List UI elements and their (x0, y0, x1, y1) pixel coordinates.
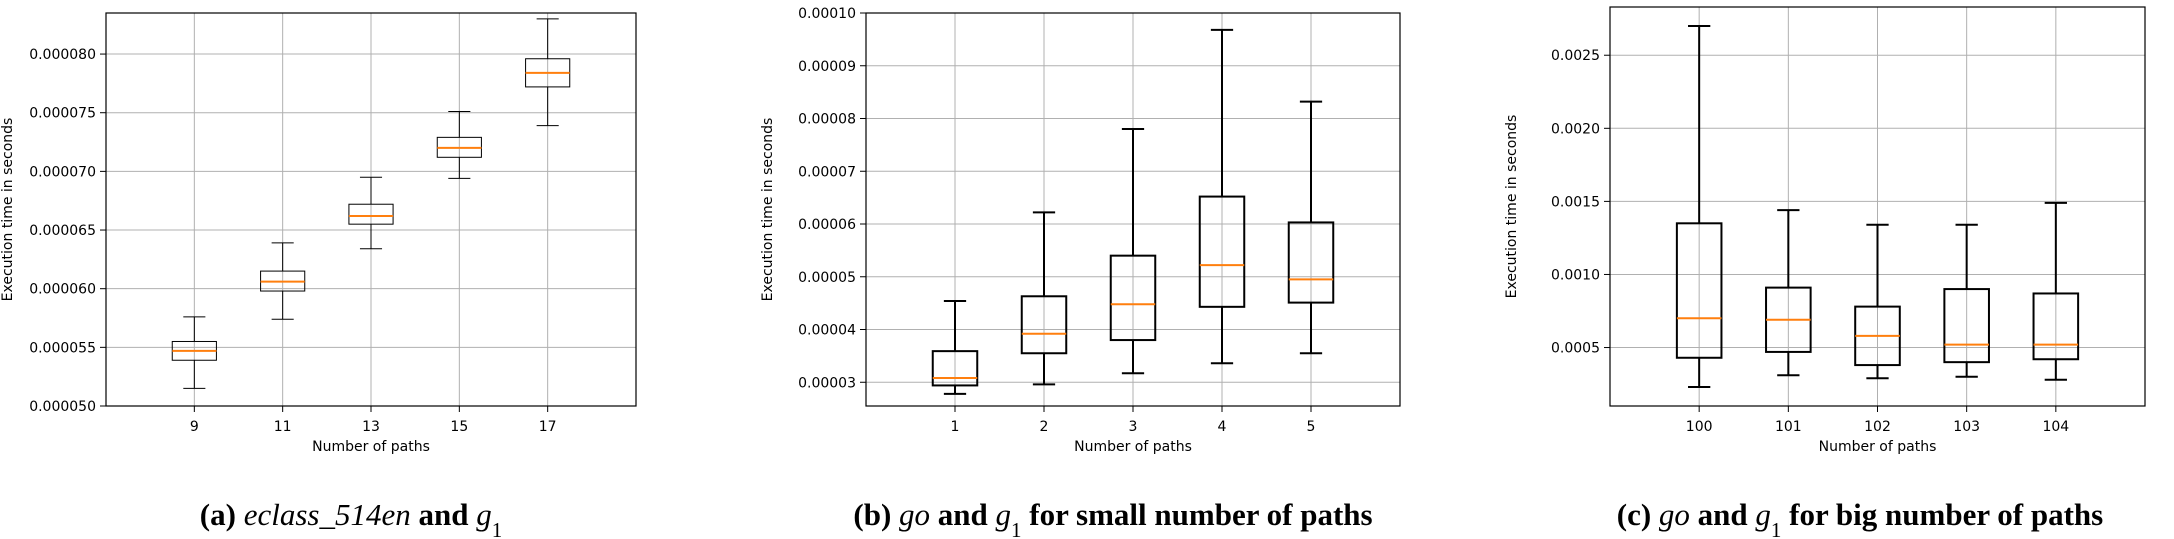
x-tick-label: 3 (1129, 419, 1138, 435)
chart-caption: (a) eclass_514en and g1 (200, 497, 502, 539)
y-tick-label: 0.0015 (1551, 194, 1600, 210)
caption-dataset: go (1659, 497, 1690, 532)
caption-label: (c) (1617, 497, 1659, 532)
iqr-box (348, 203, 394, 225)
chart-panel-3: 0.0005 0.0010 0.0015 0.0020 0.0025 100 101 102 1… (1504, 6, 2146, 539)
y-tick-label: 0.00004 (798, 323, 856, 339)
y-tick-label: 0.0005 (1551, 341, 1600, 357)
y-tick-label: 0.00006 (798, 217, 856, 233)
x-tick-label: 9 (190, 419, 199, 435)
iqr-box (1287, 221, 1335, 304)
box-11 (260, 242, 306, 320)
y-tick-label: 0.00008 (798, 112, 856, 128)
box-1 (931, 300, 979, 395)
caption-graph-var: g (1755, 497, 1771, 532)
box-2 (1020, 211, 1068, 386)
y-axis-label: Execution time in seconds (0, 118, 16, 302)
caption-graph-sub: 1 (1011, 518, 1022, 539)
iqr-box (931, 350, 979, 387)
x-axis-label: Number of paths (1074, 439, 1192, 455)
chart-caption: (b) go and g1 for small number of paths (853, 497, 1372, 539)
y-tick-label: 0.000080 (29, 47, 96, 63)
y-tick-label: 0.0010 (1551, 267, 1600, 283)
box-102 (1854, 223, 1901, 380)
box-103 (1943, 223, 1990, 378)
panels: 0.0000500.0000550.0000600.0000650.000070… (0, 6, 2146, 539)
y-tick-label: 0.000065 (29, 223, 96, 239)
x-tick-label: 13 (362, 419, 380, 435)
box-3 (1109, 128, 1157, 375)
caption-label: (a) (200, 497, 244, 532)
box-15 (436, 111, 482, 179)
x-tick-label: 2 (1040, 419, 1049, 435)
box-9 (171, 316, 217, 389)
x-axis-label: Number of paths (312, 439, 430, 455)
x-tick-label: 100 (1686, 419, 1713, 435)
box-100 (1675, 25, 1723, 388)
x-tick-label: 103 (1953, 419, 1980, 435)
caption-label: (b) (853, 497, 899, 532)
x-tick-label: 17 (539, 419, 557, 435)
x-tick-label: 101 (1775, 419, 1802, 435)
iqr-box (1198, 195, 1246, 308)
caption-and: and (1690, 497, 1755, 532)
iqr-box (1109, 254, 1157, 342)
x-tick-label: 102 (1864, 419, 1891, 435)
chart-caption: (c) go and g1 for big number of paths (1617, 497, 2103, 539)
y-axis-label: Execution time in seconds (760, 118, 776, 302)
caption-graph-sub: 1 (492, 518, 503, 539)
box-13 (348, 176, 394, 250)
caption-dataset: eclass_514en (244, 497, 411, 532)
iqr-box (1675, 222, 1723, 359)
x-tick-label: 4 (1218, 419, 1227, 435)
y-tick-label: 0.0020 (1551, 121, 1600, 137)
y-tick-label: 0.000060 (29, 282, 96, 298)
caption-graph-sub: 1 (1771, 518, 1782, 539)
box-5 (1287, 100, 1335, 355)
y-tick-label: 0.000050 (29, 399, 96, 415)
x-tick-label: 5 (1307, 419, 1316, 435)
chart-panel-2: 0.00003 0.00004 0.00005 0.00006 0.00007 0.000… (760, 6, 1401, 539)
y-tick-label: 0.0025 (1551, 48, 1600, 64)
caption-suffix: for big number of paths (1781, 497, 2103, 532)
y-tick-label: 0.000070 (29, 164, 96, 180)
y-tick-label: 0.00010 (798, 6, 856, 22)
x-tick-label: 104 (2042, 419, 2069, 435)
y-axis-label: Execution time in seconds (1504, 115, 1520, 299)
caption-and: and (411, 497, 476, 532)
caption-dataset: go (899, 497, 930, 532)
caption-graph-var: g (476, 497, 492, 532)
x-tick-label: 11 (274, 419, 292, 435)
caption-graph-var: g (996, 497, 1012, 532)
y-tick-label: 0.00003 (798, 375, 856, 391)
box-17 (525, 18, 571, 127)
y-tick-label: 0.00005 (798, 270, 856, 286)
chart-panel-1: 0.000050 0.000055 0.000060 0.000065 0.000070… (0, 12, 637, 539)
y-tick-label: 0.00007 (798, 164, 856, 180)
y-tick-label: 0.00009 (798, 59, 856, 75)
iqr-box (2032, 292, 2080, 361)
iqr-box (1943, 288, 1990, 364)
box-101 (1765, 209, 1812, 377)
y-tick-label: 0.000075 (29, 106, 96, 122)
iqr-box (1020, 295, 1068, 355)
caption-suffix: for small number of paths (1022, 497, 1373, 532)
box-4 (1198, 28, 1246, 365)
x-tick-label: 15 (450, 419, 468, 435)
box-104 (2032, 201, 2080, 381)
y-tick-label: 0.000055 (29, 340, 96, 356)
x-axis-label: Number of paths (1819, 439, 1937, 455)
caption-and: and (930, 497, 995, 532)
x-tick-label: 1 (951, 419, 960, 435)
